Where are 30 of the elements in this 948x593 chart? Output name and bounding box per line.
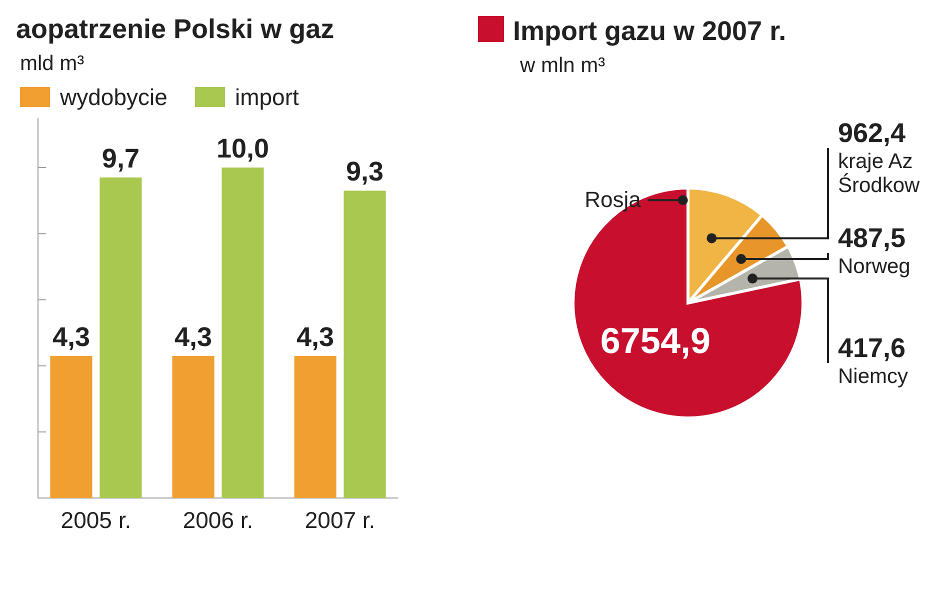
chart-title: aopatrzenie Polski w gaz bbox=[16, 14, 334, 44]
data-label: 962,4 bbox=[838, 118, 906, 148]
slice-label: Norweg bbox=[838, 255, 910, 278]
slice-label: kraje Az Środkow bbox=[838, 150, 921, 197]
data-label: 10,0 bbox=[216, 134, 270, 164]
x-tick-label: 2006 r. bbox=[182, 507, 254, 533]
data-label: 417,6 bbox=[838, 333, 906, 363]
bar bbox=[50, 356, 92, 498]
chart-title: Import gazu w 2007 r. bbox=[513, 16, 786, 46]
data-label: 9,7 bbox=[102, 143, 140, 174]
legend-label: import bbox=[235, 84, 300, 110]
pie-slice bbox=[572, 186, 804, 420]
data-label: 9,3 bbox=[346, 156, 384, 187]
data-label: 4,3 bbox=[296, 322, 334, 352]
data-label: 4,3 bbox=[52, 322, 90, 352]
x-tick-label: 2005 r. bbox=[60, 507, 132, 533]
bar bbox=[100, 177, 142, 498]
x-tick-label: 2007 r. bbox=[304, 507, 376, 533]
bar bbox=[222, 168, 264, 498]
data-label: 6754,9 bbox=[600, 320, 710, 362]
bar bbox=[294, 356, 336, 498]
bar bbox=[172, 356, 214, 498]
legend-label: wydobycie bbox=[59, 84, 168, 110]
bar bbox=[344, 190, 386, 498]
chart-subtitle: mld m³ bbox=[20, 52, 84, 75]
slice-label: Rosja bbox=[584, 187, 642, 212]
data-label: 487,5 bbox=[838, 223, 906, 253]
data-label: 4,3 bbox=[174, 322, 212, 352]
slice-label: Niemcy bbox=[838, 365, 909, 388]
chart-subtitle: w mln m³ bbox=[519, 54, 606, 77]
